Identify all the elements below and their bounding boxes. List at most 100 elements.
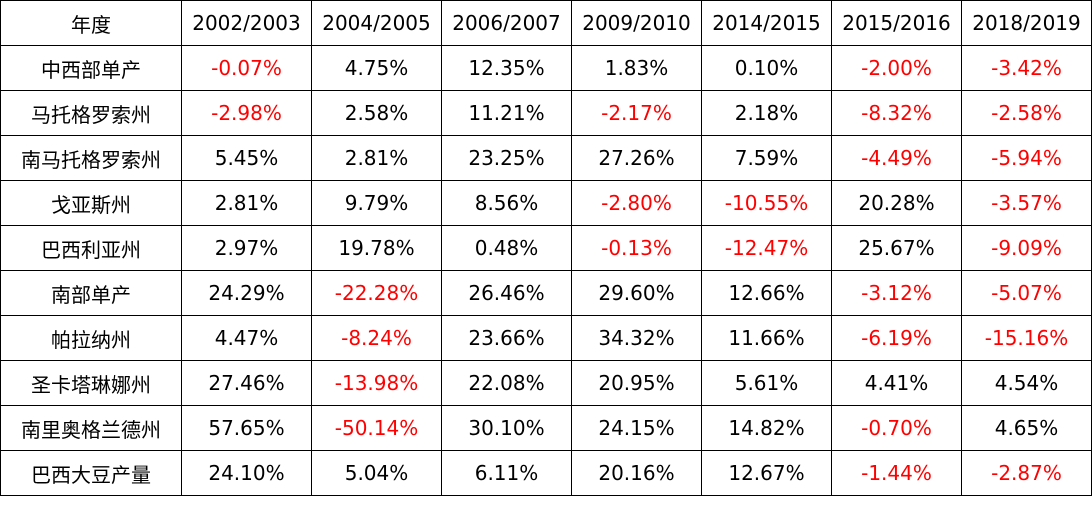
row-label: 南部单产 — [0, 270, 182, 316]
value-cell: -6.19% — [831, 315, 962, 361]
row-label: 圣卡塔琳娜州 — [0, 360, 182, 406]
value-cell: 2.81% — [311, 135, 442, 181]
value-cell: -3.12% — [831, 270, 962, 316]
value-cell: -10.55% — [701, 180, 832, 226]
table-row: 巴西大豆产量 24.10% 5.04% 6.11% 20.16% 12.67% -1.44%… — [0, 450, 1092, 496]
value-cell: 6.11% — [441, 450, 572, 496]
value-cell: 1.83% — [571, 45, 702, 91]
value-cell: 2.58% — [311, 90, 442, 136]
value-cell: 20.28% — [831, 180, 962, 226]
value-cell: -3.57% — [961, 180, 1092, 226]
value-cell: 14.82% — [701, 405, 832, 451]
value-cell: 11.21% — [441, 90, 572, 136]
table-row: 马托格罗索州 -2.98% 2.58% 11.21% -2.17% 2.18% -8.32%… — [0, 90, 1092, 136]
value-cell: -4.49% — [831, 135, 962, 181]
row-label: 南马托格罗索州 — [0, 135, 182, 181]
column-header: 2018/2019 — [961, 0, 1092, 46]
value-cell: -0.13% — [571, 225, 702, 271]
value-cell: -2.00% — [831, 45, 962, 91]
value-cell: 8.56% — [441, 180, 572, 226]
value-cell: 34.32% — [571, 315, 702, 361]
value-cell: -2.17% — [571, 90, 702, 136]
table-row: 南里奥格兰德州 57.65% -50.14% 30.10% 24.15% 14.82% -0… — [0, 405, 1092, 451]
value-cell: -5.94% — [961, 135, 1092, 181]
value-cell: 7.59% — [701, 135, 832, 181]
value-cell: 0.10% — [701, 45, 832, 91]
table-row: 帕拉纳州 4.47% -8.24% 23.66% 34.32% 11.66% -6.19% -… — [0, 315, 1092, 361]
value-cell: 25.67% — [831, 225, 962, 271]
column-header: 2004/2005 — [311, 0, 442, 46]
header-row: 年度 2002/2003 2004/2005 2006/2007 2009/20… — [0, 0, 1092, 46]
value-cell: 22.08% — [441, 360, 572, 406]
value-cell: 4.75% — [311, 45, 442, 91]
value-cell: 29.60% — [571, 270, 702, 316]
value-cell: -9.09% — [961, 225, 1092, 271]
value-cell: 24.15% — [571, 405, 702, 451]
value-cell: 23.66% — [441, 315, 572, 361]
value-cell: -3.42% — [961, 45, 1092, 91]
value-cell: -2.80% — [571, 180, 702, 226]
value-cell: -50.14% — [311, 405, 442, 451]
value-cell: 27.46% — [181, 360, 312, 406]
value-cell: -8.24% — [311, 315, 442, 361]
data-table: 年度 2002/2003 2004/2005 2006/2007 2009/20… — [0, 0, 1092, 496]
value-cell: 4.47% — [181, 315, 312, 361]
value-cell: -15.16% — [961, 315, 1092, 361]
value-cell: -12.47% — [701, 225, 832, 271]
value-cell: 12.66% — [701, 270, 832, 316]
value-cell: 4.65% — [961, 405, 1092, 451]
value-cell: 30.10% — [441, 405, 572, 451]
column-header: 2009/2010 — [571, 0, 702, 46]
table-row: 圣卡塔琳娜州 27.46% -13.98% 22.08% 20.95% 5.61% 4.41… — [0, 360, 1092, 406]
row-label: 巴西大豆产量 — [0, 450, 182, 496]
value-cell: -1.44% — [831, 450, 962, 496]
value-cell: -22.28% — [311, 270, 442, 316]
value-cell: 19.78% — [311, 225, 442, 271]
value-cell: 12.35% — [441, 45, 572, 91]
value-cell: 4.41% — [831, 360, 962, 406]
value-cell: -8.32% — [831, 90, 962, 136]
value-cell: 20.95% — [571, 360, 702, 406]
value-cell: 23.25% — [441, 135, 572, 181]
value-cell: 5.61% — [701, 360, 832, 406]
column-header: 2002/2003 — [181, 0, 312, 46]
table-row: 巴西利亚州 2.97% 19.78% 0.48% -0.13% -12.47% 25.67%… — [0, 225, 1092, 271]
table-row: 南部单产 24.29% -22.28% 26.46% 29.60% 12.66% -3.12… — [0, 270, 1092, 316]
table-row: 南马托格罗索州 5.45% 2.81% 23.25% 27.26% 7.59% -4.49%… — [0, 135, 1092, 181]
value-cell: 4.54% — [961, 360, 1092, 406]
value-cell: -13.98% — [311, 360, 442, 406]
value-cell: 24.29% — [181, 270, 312, 316]
value-cell: 2.18% — [701, 90, 832, 136]
table-body: 中西部单产 -0.07% 4.75% 12.35% 1.83% 0.10% -2.00% -3… — [0, 45, 1092, 496]
value-cell: 5.04% — [311, 450, 442, 496]
value-cell: 9.79% — [311, 180, 442, 226]
row-label: 中西部单产 — [0, 45, 182, 91]
row-label: 巴西利亚州 — [0, 225, 182, 271]
value-cell: 2.97% — [181, 225, 312, 271]
value-cell: -5.07% — [961, 270, 1092, 316]
value-cell: 24.10% — [181, 450, 312, 496]
value-cell: 5.45% — [181, 135, 312, 181]
table-row: 戈亚斯州 2.81% 9.79% 8.56% -2.80% -10.55% 20.28% -3… — [0, 180, 1092, 226]
row-label: 南里奥格兰德州 — [0, 405, 182, 451]
value-cell: 2.81% — [181, 180, 312, 226]
column-header: 2006/2007 — [441, 0, 572, 46]
value-cell: -0.07% — [181, 45, 312, 91]
column-header: 2015/2016 — [831, 0, 962, 46]
row-label: 戈亚斯州 — [0, 180, 182, 226]
value-cell: -2.87% — [961, 450, 1092, 496]
value-cell: 27.26% — [571, 135, 702, 181]
value-cell: 0.48% — [441, 225, 572, 271]
value-cell: -0.70% — [831, 405, 962, 451]
value-cell: 26.46% — [441, 270, 572, 316]
table-row: 中西部单产 -0.07% 4.75% 12.35% 1.83% 0.10% -2.00% -3… — [0, 45, 1092, 91]
value-cell: -2.98% — [181, 90, 312, 136]
column-header: 2014/2015 — [701, 0, 832, 46]
value-cell: 20.16% — [571, 450, 702, 496]
value-cell: 57.65% — [181, 405, 312, 451]
row-label: 马托格罗索州 — [0, 90, 182, 136]
value-cell: -2.58% — [961, 90, 1092, 136]
value-cell: 11.66% — [701, 315, 832, 361]
value-cell: 12.67% — [701, 450, 832, 496]
header-label-cell: 年度 — [0, 0, 182, 46]
